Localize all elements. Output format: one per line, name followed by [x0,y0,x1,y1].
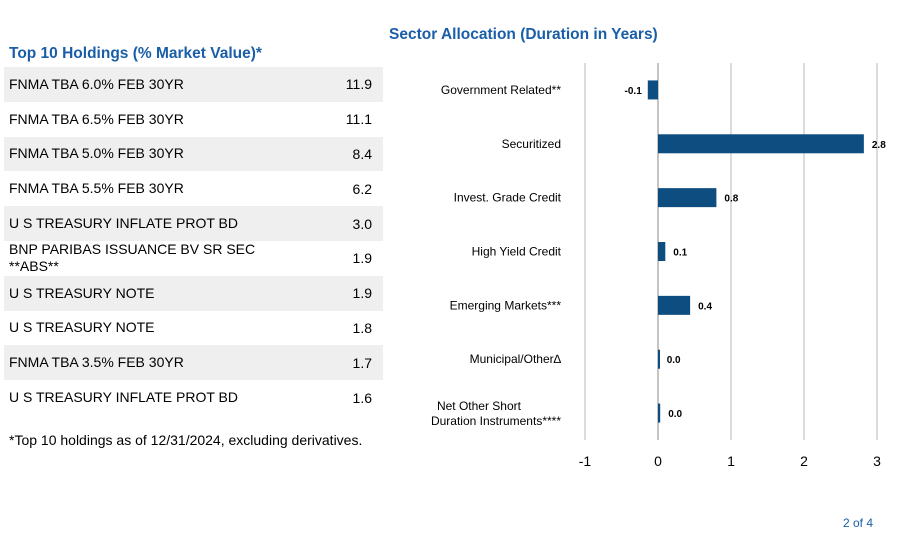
holding-name: U S TREASURY NOTE [9,284,155,301]
holdings-table: FNMA TBA 6.0% FEB 30YR 11.9 FNMA TBA 6.5% … [4,67,383,415]
holding-value: 1.8 [352,319,372,336]
holding-name: BNP PARIBAS ISSUANCE BV SR SEC **ABS** [9,241,256,275]
bar [658,403,661,423]
category-label: Securitized [502,137,561,151]
holding-row: FNMA TBA 6.5% FEB 30YR 11.1 [4,102,383,137]
holding-name: FNMA TBA 3.5% FEB 30YR [9,354,184,371]
bar [658,188,717,208]
data-label: 0.0 [668,409,682,420]
holding-value: 11.9 [345,76,372,93]
data-label: 2.8 [872,140,886,151]
holding-value: 6.2 [352,180,372,197]
data-label: 0.0 [667,355,681,366]
x-tick-label: 2 [800,453,808,469]
category-label: Municipal/Other∆ [470,352,562,366]
chart-title: Sector Allocation (Duration in Years) [389,26,658,43]
x-tick-label: 0 [654,453,662,469]
holding-name: U S TREASURY INFLATE PROT BD [9,215,238,232]
category-label: Net Other Short Duration Instruments**** [431,399,561,428]
holding-row: FNMA TBA 5.5% FEB 30YR 6.2 [4,171,383,206]
holding-row: FNMA TBA 3.5% FEB 30YR 1.7 [4,345,383,381]
data-label: 0.8 [724,194,738,205]
bar [658,134,864,154]
holding-name: FNMA TBA 5.0% FEB 30YR [9,145,184,162]
bar [647,80,658,100]
holding-value: 1.6 [352,389,372,406]
bar [658,349,660,369]
data-label: -0.1 [625,86,643,97]
page-number: 2 of 4 [843,516,874,530]
holding-row: FNMA TBA 6.0% FEB 30YR 11.9 [4,67,383,102]
x-tick-label: 1 [727,453,735,469]
holding-name: U S TREASURY NOTE [9,319,155,336]
holding-row: U S TREASURY NOTE 1.9 [4,275,383,311]
holding-name: U S TREASURY INFLATE PROT BD [9,389,238,406]
holding-row: U S TREASURY INFLATE PROT BD 1.6 [4,380,383,415]
holding-row: BNP PARIBAS ISSUANCE BV SR SEC **ABS** 1.… [4,241,383,276]
holding-name: FNMA TBA 6.5% FEB 30YR [9,110,184,127]
x-tick-label: 3 [873,453,881,469]
data-label: 0.4 [698,301,712,312]
category-label: Invest. Grade Credit [454,191,562,205]
category-label: Government Related** [441,83,561,97]
category-label: Emerging Markets*** [450,298,562,312]
data-label: 0.1 [673,248,687,259]
bar [658,242,666,261]
holding-row: U S TREASURY INFLATE PROT BD 3.0 [4,206,383,241]
holding-value: 3.0 [352,215,372,232]
holding-row: FNMA TBA 5.0% FEB 30YR 8.4 [4,136,383,172]
holdings-footnote: *Top 10 holdings as of 12/31/2024, exclu… [9,432,363,448]
x-tick-label: -1 [579,453,592,469]
holding-value: 1.7 [352,354,372,371]
holdings-title: Top 10 Holdings (% Market Value)* [9,45,262,62]
holding-name: FNMA TBA 6.0% FEB 30YR [9,75,184,92]
holding-value: 11.1 [345,111,372,128]
bar [658,295,691,315]
holding-value: 1.9 [352,250,372,267]
holding-value: 8.4 [352,145,372,162]
holding-value: 1.9 [352,285,372,302]
category-label: High Yield Credit [472,245,562,259]
holding-name: FNMA TBA 5.5% FEB 30YR [9,180,184,197]
holding-row: U S TREASURY NOTE 1.8 [4,311,383,346]
